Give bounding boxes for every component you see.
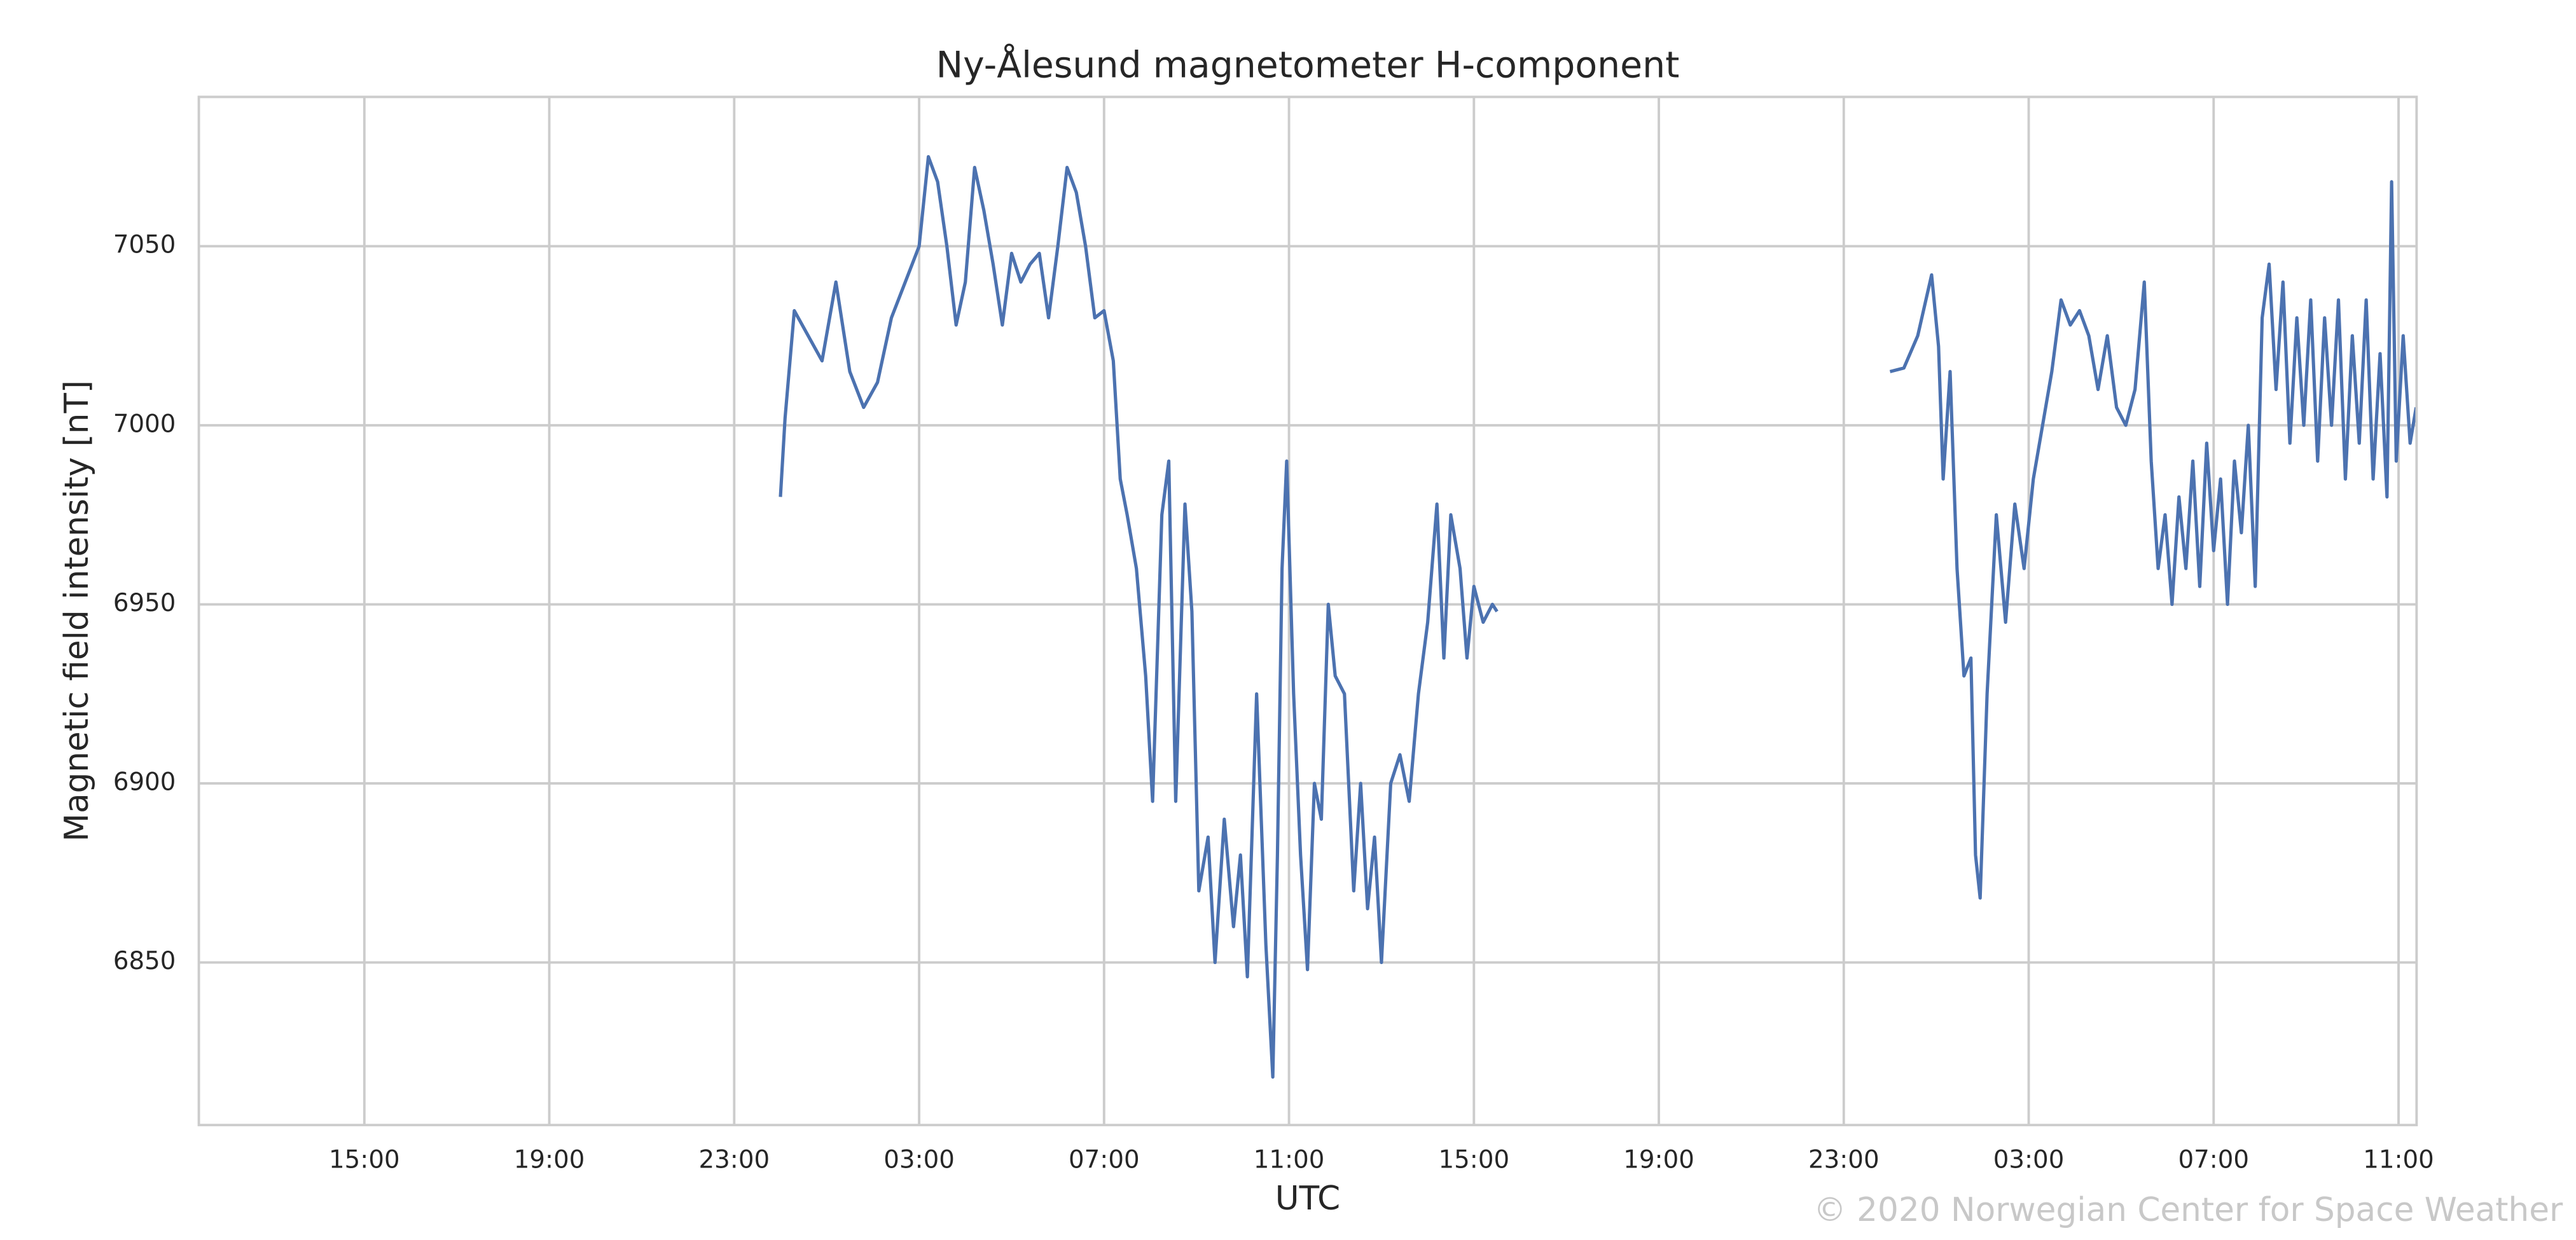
grid [198,97,2417,1126]
x-tick-label: 23:00 [699,1146,770,1175]
plot-frame [197,95,2418,1127]
copyright: © 2020 Norwegian Center for Space Weathe… [1813,1191,2563,1229]
data-line [779,155,2418,1079]
y-axis-label: Magnetic field intensity [nT] [58,380,96,842]
x-tick-label: 07:00 [2178,1146,2249,1175]
x-tick-label: 19:00 [1623,1146,1694,1175]
y-tick-label: 7050 [113,231,176,259]
x-tick-label: 23:00 [1808,1146,1880,1175]
x-axis-label: UTC [1275,1180,1340,1218]
x-tick-label: 11:00 [1254,1146,1325,1175]
x-tick-label: 07:00 [1069,1146,1140,1175]
x-tick-label: 15:00 [329,1146,400,1175]
y-tick-label: 6850 [113,947,176,975]
y-tick-label: 7000 [113,410,176,438]
x-tick-label: 15:00 [1438,1146,1509,1175]
chart-title: Ny-Ålesund magnetometer H-component [936,43,1680,86]
x-tick-label: 03:00 [883,1146,955,1175]
y-tick-label: 6950 [113,589,176,617]
x-tick-label: 19:00 [514,1146,585,1175]
x-tick-label: 11:00 [2363,1146,2434,1175]
plot-area [779,155,2418,1079]
x-tick-label: 03:00 [1993,1146,2065,1175]
y-tick-label: 6900 [113,768,176,796]
